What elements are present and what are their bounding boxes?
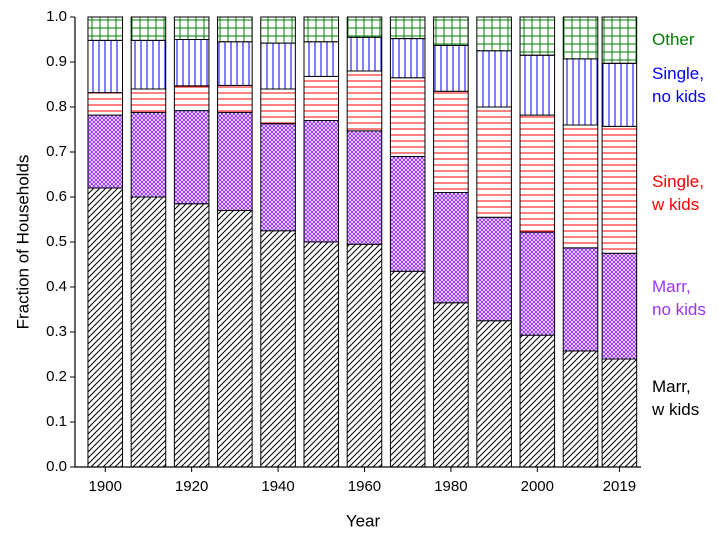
y-tick-label: 0.6	[46, 188, 67, 205]
legend-label: Other	[652, 30, 695, 49]
x-tick-label: 1900	[89, 478, 122, 495]
x-axis-title: Year	[346, 511, 381, 530]
bar-segment	[601, 62, 638, 127]
y-tick-label: 0.1	[46, 413, 67, 430]
bar-segment	[519, 54, 556, 116]
bar-segment	[217, 210, 253, 468]
bar-segment	[87, 16, 124, 41]
bar-segment	[601, 358, 638, 468]
bar-segment	[562, 16, 599, 60]
bar-segment	[562, 350, 599, 468]
bar-segment	[130, 39, 167, 90]
y-tick-label: 1.0	[46, 8, 67, 25]
bar-segment	[433, 90, 469, 193]
bar-segment	[130, 111, 167, 198]
bar-segment	[476, 16, 512, 52]
bar-segment	[87, 114, 124, 189]
legend-label: Single, no kids	[652, 64, 706, 106]
y-tick-label: 0.7	[46, 143, 67, 160]
bar-segment	[173, 39, 210, 87]
bar-segment	[260, 123, 296, 232]
bar-segment	[476, 50, 512, 108]
y-tick-label: 0.5	[46, 233, 67, 250]
bar-segment	[346, 36, 383, 72]
bar-segment	[303, 75, 340, 121]
bar-segment	[601, 252, 638, 360]
bar-segment	[519, 16, 556, 56]
legend-label: Single, w kids	[652, 172, 704, 214]
bar-segment	[562, 58, 599, 126]
bar-segment	[476, 320, 512, 468]
bar-segment	[303, 41, 340, 77]
bar-segment	[173, 16, 210, 40]
bar-segment	[173, 110, 210, 205]
bar-segment	[217, 84, 253, 113]
bar-segment	[87, 39, 124, 94]
bar-segment	[433, 44, 469, 92]
bar-segment	[130, 196, 167, 468]
bar-segment	[433, 16, 469, 46]
bar-segment	[601, 125, 638, 254]
bar-segment	[260, 42, 296, 90]
y-axis-title: Fraction of Households	[13, 155, 32, 330]
bar-segment	[389, 77, 426, 157]
bar-segment	[433, 192, 469, 304]
legend-label: Marr, no kids	[652, 277, 706, 319]
bar-segment	[389, 270, 426, 468]
bar-segment	[346, 130, 383, 245]
bar-segment	[260, 88, 296, 125]
y-tick-label: 0.4	[46, 278, 67, 295]
bar-segment	[601, 16, 638, 64]
bar-segment	[303, 16, 340, 43]
bar-segment	[130, 88, 167, 113]
bar-segment	[217, 111, 253, 211]
y-tick-label: 0.9	[46, 53, 67, 70]
bar-segment	[260, 16, 296, 44]
y-tick-label: 0.2	[46, 368, 67, 385]
bar-segment	[87, 92, 124, 116]
bar-segment	[346, 243, 383, 468]
x-tick-label: 1940	[261, 478, 294, 495]
bar-segment	[519, 231, 556, 336]
x-tick-label: 1920	[175, 478, 208, 495]
bar-segment	[433, 302, 469, 468]
y-tick-label: 0.3	[46, 323, 67, 340]
bar-segment	[260, 230, 296, 468]
bar-segment	[519, 334, 556, 468]
y-tick-label: 0.8	[46, 98, 67, 115]
bar-segment	[87, 187, 124, 468]
bar-segment	[562, 247, 599, 352]
bar-segment	[130, 16, 167, 41]
bar-segment	[217, 41, 253, 86]
legend-label: Marr, w kids	[652, 377, 700, 419]
x-tick-label: 1960	[348, 478, 381, 495]
bar-segment	[346, 16, 383, 38]
bar-segment	[173, 85, 210, 112]
bar-segment	[389, 16, 426, 40]
bar-segment	[173, 203, 210, 468]
x-tick-label: 2000	[521, 478, 554, 495]
x-tick-label: 1980	[434, 478, 467, 495]
bar-segment	[389, 38, 426, 79]
x-tick-label: 2019	[603, 478, 636, 495]
bar-segment	[303, 120, 340, 243]
bar-segment	[346, 70, 383, 132]
bar-segment	[303, 241, 340, 468]
bar-segment	[476, 106, 512, 218]
bar-segment	[217, 16, 253, 43]
bar-segment	[519, 114, 556, 233]
bar-segment	[476, 216, 512, 322]
bar-segment	[389, 156, 426, 272]
y-tick-label: 0.0	[46, 458, 67, 475]
bar-segment	[562, 124, 599, 249]
